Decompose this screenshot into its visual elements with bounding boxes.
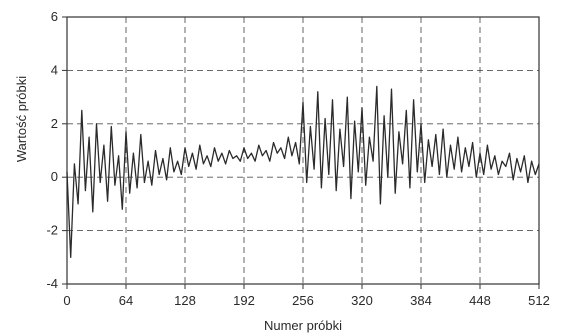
y-tick-label: 6 (51, 9, 58, 24)
x-tick-label: 128 (174, 293, 196, 308)
y-tick-label: 4 (51, 62, 58, 77)
grid (67, 17, 539, 284)
y-tick-label: -2 (46, 223, 58, 238)
series-layer (66, 85, 540, 258)
x-tick-label: 0 (63, 293, 70, 308)
y-tick-label: -4 (46, 276, 58, 291)
x-axis-label: Numer próbki (264, 318, 342, 333)
x-tick-label: 384 (410, 293, 432, 308)
x-tick-label: 64 (119, 293, 133, 308)
axis-ticks: 0 64 128 192 256 320 384 448 512 -4 -2 0 2 4 6 (46, 9, 549, 308)
x-tick-label: 256 (292, 293, 314, 308)
series-line (66, 85, 540, 258)
y-tick-label: 2 (51, 116, 58, 131)
x-tick-label: 192 (233, 293, 255, 308)
x-tick-label: 320 (351, 293, 373, 308)
y-tick-label: 0 (51, 169, 58, 184)
y-axis-label: Wartość próbki (14, 76, 29, 162)
x-tick-label: 512 (528, 293, 550, 308)
x-tick-label: 448 (469, 293, 491, 308)
